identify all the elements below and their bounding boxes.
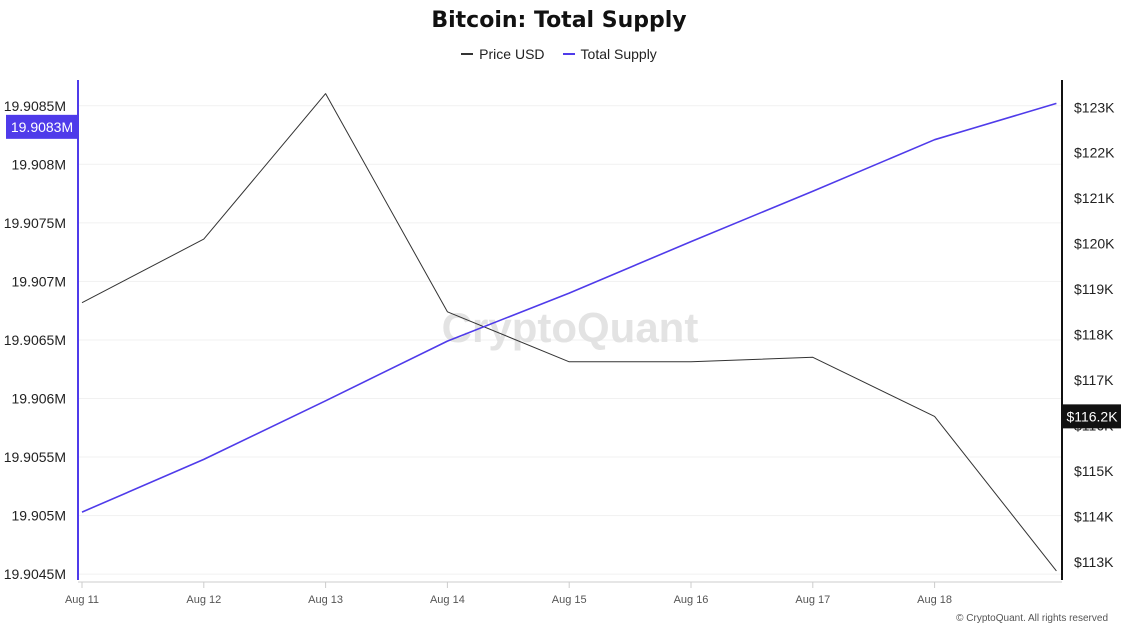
legend-item-supply[interactable]: Total Supply — [562, 46, 657, 62]
x-tick-label-2: Aug 13 — [308, 594, 343, 606]
chart-legend: Price USD Total Supply — [0, 46, 1118, 62]
y-right-tick-label-0: $113K — [1074, 554, 1114, 570]
legend-label-price: Price USD — [479, 46, 545, 62]
copyright-text: © CryptoQuant. All rights reserved — [956, 613, 1108, 624]
current-supply-badge — [6, 114, 78, 139]
y-left-tick-label-3: 19.906M — [12, 391, 66, 407]
y-right-tick-label-9: $122K — [1074, 145, 1115, 161]
y-left-tick-label-7: 19.908M — [12, 156, 66, 172]
series-line-price-usd — [81, 93, 1057, 572]
y-left-tick-label-5: 19.907M — [12, 273, 66, 289]
y-left-tick-label-4: 19.9065M — [4, 332, 66, 348]
series-line-total-supply — [81, 102, 1057, 513]
y-right-tick-label-1: $114K — [1074, 508, 1114, 524]
y-right-tick-label-8: $121K — [1074, 190, 1115, 206]
x-tick-label-7: Aug 18 — [917, 594, 952, 606]
y-right-tick-label-10: $123K — [1074, 99, 1115, 115]
y-left-tick-label-6: 19.9075M — [4, 215, 66, 231]
legend-swatch-supply — [562, 53, 575, 55]
legend-label-supply: Total Supply — [580, 46, 657, 62]
x-tick-label-5: Aug 16 — [674, 594, 709, 606]
y-left-tick-label-1: 19.905M — [12, 508, 66, 524]
x-tick-label-4: Aug 15 — [552, 594, 587, 606]
x-tick-label-1: Aug 12 — [186, 594, 221, 606]
current-supply-label: 19.9083M — [11, 119, 73, 135]
y-left-tick-label-2: 19.9055M — [4, 449, 66, 465]
current-price-badge — [1063, 404, 1121, 429]
current-price-label: $116.2K — [1066, 408, 1118, 424]
chart-title: Bitcoin: Total Supply — [431, 8, 687, 33]
legend-swatch-price — [461, 53, 474, 55]
x-tick-label-0: Aug 11 — [65, 594, 99, 606]
y-right-tick-label-5: $118K — [1074, 327, 1114, 343]
y-left-tick-label-8: 19.9085M — [4, 98, 66, 114]
y-right-tick-label-2: $115K — [1074, 463, 1114, 479]
legend-item-price[interactable]: Price USD — [461, 46, 545, 62]
x-tick-label-3: Aug 14 — [430, 594, 465, 606]
y-right-tick-label-6: $119K — [1074, 281, 1114, 297]
x-tick-label-6: Aug 17 — [795, 594, 830, 606]
y-right-tick-label-4: $117K — [1074, 372, 1114, 388]
y-left-tick-label-0: 19.9045M — [4, 566, 66, 582]
y-right-tick-label-7: $120K — [1074, 236, 1115, 252]
